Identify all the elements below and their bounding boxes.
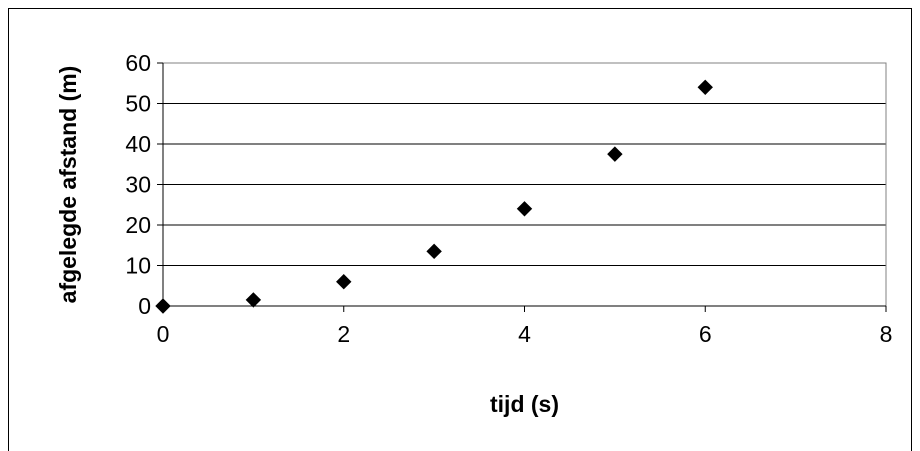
axes (157, 62, 887, 312)
y-tick-label: 10 (125, 253, 151, 279)
data-point (516, 201, 533, 217)
x-tick-label: 6 (699, 321, 712, 347)
data-points (155, 79, 713, 314)
x-tick-label: 8 (880, 321, 893, 347)
data-point (426, 243, 442, 260)
data-point (155, 298, 171, 314)
data-point (336, 273, 352, 290)
x-tick-label: 0 (157, 321, 170, 347)
data-point (607, 146, 623, 162)
y-tick-label: 60 (125, 50, 151, 76)
data-point (245, 292, 262, 308)
x-tick-label: 4 (518, 321, 531, 347)
y-axis-title: afgelegde afstand (m) (55, 66, 81, 304)
y-tick-label: 50 (125, 91, 151, 117)
y-tick-label: 40 (125, 131, 151, 157)
tick-labels: 0 10 20 30 40 50 60 0 2 4 6 8 (125, 50, 892, 347)
x-tick-label: 2 (337, 321, 350, 347)
y-tick-label: 0 (138, 293, 151, 319)
grid-lines (163, 62, 886, 266)
data-point (697, 79, 713, 96)
chart-frame (8, 8, 912, 451)
y-tick-label: 20 (125, 212, 151, 238)
x-axis-title: tijd (s) (490, 391, 559, 417)
y-tick-label: 30 (125, 172, 151, 198)
